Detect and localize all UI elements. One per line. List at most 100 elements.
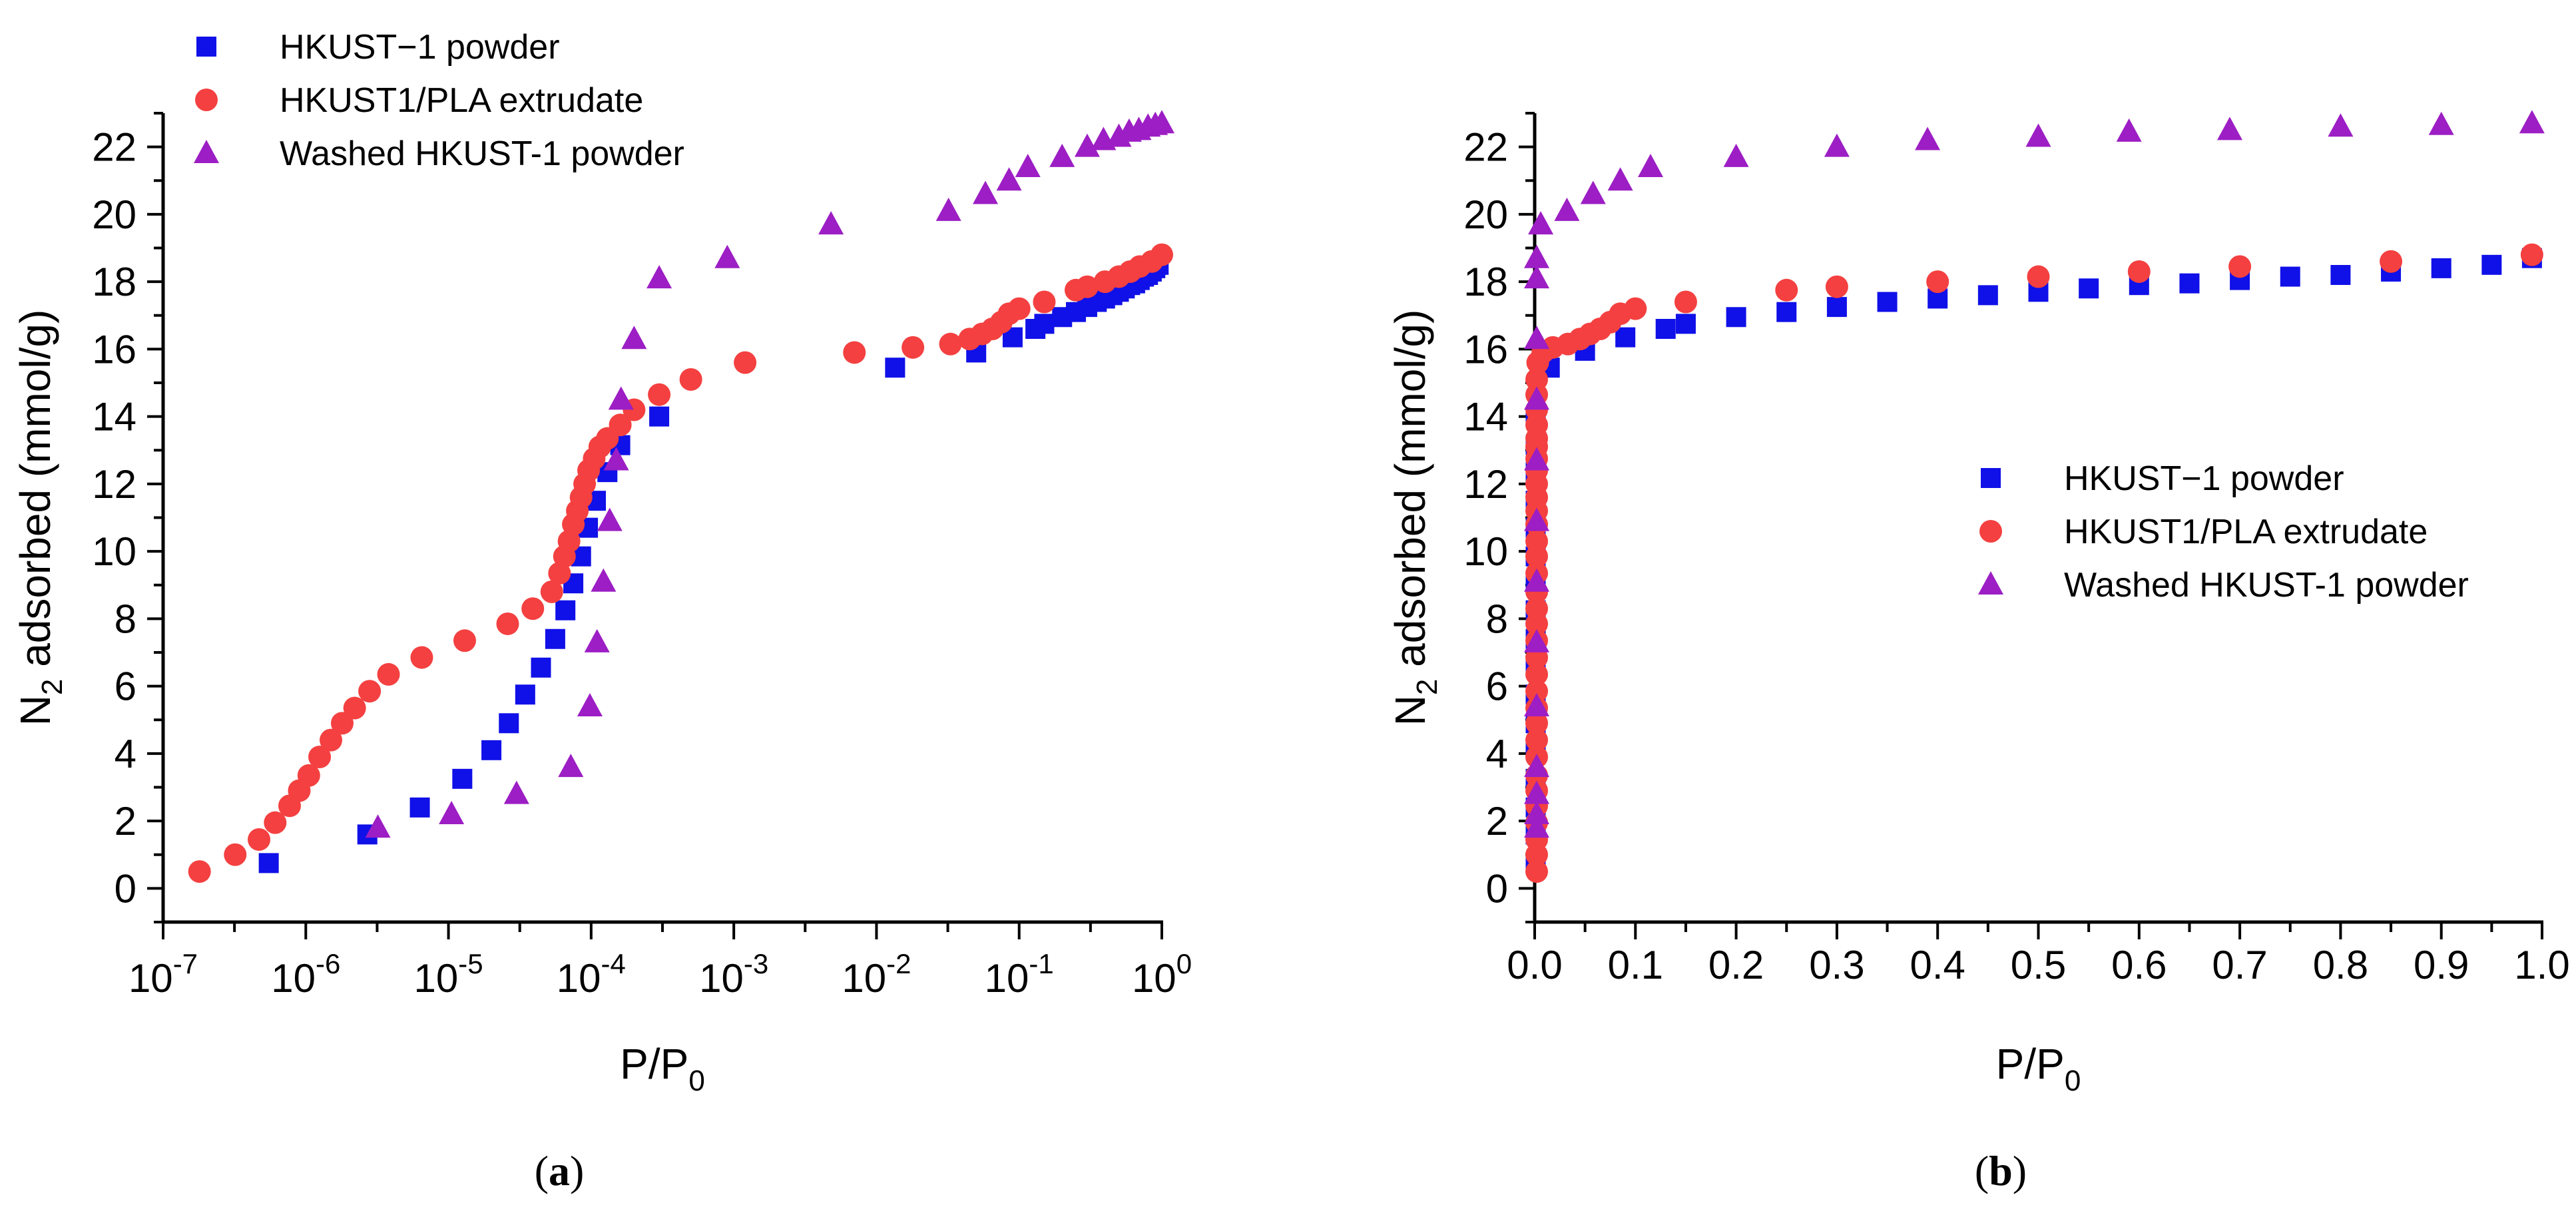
data-point bbox=[1015, 154, 1041, 177]
data-point bbox=[439, 801, 465, 824]
legend-marker bbox=[195, 89, 218, 111]
data-point bbox=[1049, 143, 1075, 167]
data-point bbox=[1525, 728, 1549, 752]
x-tick-label: 1.0 bbox=[2514, 943, 2569, 987]
data-point bbox=[603, 447, 629, 471]
data-point bbox=[1826, 297, 1847, 318]
x-tick-base: 10 bbox=[1132, 956, 1176, 1001]
y-tick-label: 16 bbox=[1463, 327, 1508, 371]
data-point bbox=[1524, 628, 1550, 652]
series-circle bbox=[188, 243, 1173, 883]
data-point bbox=[452, 768, 473, 789]
data-point bbox=[935, 197, 961, 221]
data-point bbox=[188, 860, 211, 883]
data-point bbox=[1977, 285, 1998, 306]
data-point bbox=[1525, 860, 1549, 883]
data-point bbox=[649, 406, 670, 427]
data-point bbox=[1524, 386, 1550, 410]
legend-label: HKUST−1 powder bbox=[2064, 459, 2344, 498]
data-point bbox=[1525, 529, 1549, 553]
data-point bbox=[531, 657, 551, 678]
legend-marker bbox=[194, 140, 219, 163]
data-point bbox=[1877, 292, 1898, 312]
data-point bbox=[515, 684, 535, 705]
y-tick-label: 12 bbox=[1463, 462, 1508, 507]
data-point bbox=[621, 326, 647, 350]
x-tick-label: 0.5 bbox=[2011, 943, 2066, 987]
y-tick-label: 8 bbox=[1486, 597, 1508, 641]
data-point bbox=[1524, 780, 1550, 804]
data-point bbox=[1825, 275, 1848, 298]
x-tick-label: 10-7 bbox=[129, 948, 198, 1001]
data-point bbox=[679, 367, 702, 391]
x-tick-exponent: -7 bbox=[173, 948, 198, 979]
y-tick-label: 4 bbox=[1486, 732, 1508, 776]
y-tick-label: 12 bbox=[92, 462, 136, 507]
legend-marker bbox=[196, 37, 216, 57]
data-point bbox=[584, 628, 610, 652]
data-point bbox=[1525, 662, 1549, 686]
data-point bbox=[481, 740, 502, 760]
x-tick-exponent: -6 bbox=[316, 948, 340, 979]
data-point bbox=[2127, 260, 2151, 283]
caption-open: ( bbox=[1975, 1147, 1989, 1194]
data-point bbox=[1524, 447, 1550, 471]
data-point bbox=[1723, 143, 1749, 167]
legend: HKUST−1 powder HKUST1/PLA extrudate Washed… bbox=[1978, 459, 2469, 605]
x-axis-title-subscript: 0 bbox=[688, 1065, 704, 1097]
data-point bbox=[224, 843, 247, 866]
legend-label: HKUST1/PLA extrudate bbox=[2064, 513, 2428, 551]
data-point bbox=[2431, 258, 2451, 278]
legend-label: Washed HKUST-1 powder bbox=[280, 134, 684, 173]
data-point bbox=[320, 728, 343, 752]
data-point bbox=[2179, 273, 2200, 294]
x-axis-title: P/P0 bbox=[620, 1040, 705, 1097]
y-axis-title-subscript: 2 bbox=[1411, 679, 1443, 695]
data-point bbox=[1524, 801, 1550, 824]
data-point bbox=[521, 597, 545, 620]
y-tick-label: 10 bbox=[1463, 529, 1508, 574]
x-axis-title-main: P/P bbox=[620, 1040, 688, 1088]
legend-marker bbox=[1979, 520, 2002, 543]
data-point bbox=[2330, 265, 2351, 285]
data-point bbox=[540, 580, 563, 603]
data-point bbox=[2328, 113, 2354, 137]
data-point bbox=[973, 180, 999, 204]
data-point bbox=[609, 413, 632, 437]
data-point bbox=[2025, 123, 2051, 147]
x-tick-label: 0.1 bbox=[1608, 943, 1663, 987]
data-point bbox=[1674, 290, 1697, 314]
data-point bbox=[1607, 167, 1633, 191]
x-tick-exponent: -5 bbox=[458, 948, 483, 979]
y-tick-label: 22 bbox=[92, 125, 136, 170]
legend-label: HKUST−1 powder bbox=[280, 28, 560, 67]
legend-marker bbox=[1981, 468, 2001, 488]
data-point bbox=[555, 600, 576, 620]
x-tick-exponent: -4 bbox=[601, 948, 626, 979]
x-tick-exponent: -3 bbox=[744, 948, 768, 979]
data-point bbox=[2228, 255, 2252, 278]
data-point bbox=[308, 745, 332, 768]
x-tick-base: 10 bbox=[271, 956, 316, 1001]
data-point bbox=[453, 629, 476, 652]
data-point bbox=[2280, 266, 2300, 287]
data-point bbox=[1824, 133, 1850, 157]
panel-caption: (a) bbox=[535, 1147, 585, 1194]
data-point bbox=[1524, 326, 1550, 350]
y-axis-title-main: N bbox=[1386, 695, 1434, 726]
caption-letter: a bbox=[549, 1147, 570, 1194]
x-tick-label: 10-5 bbox=[414, 948, 483, 1001]
y-tick-label: 22 bbox=[1463, 125, 1508, 170]
data-point bbox=[1075, 275, 1099, 298]
data-point bbox=[1524, 507, 1550, 531]
x-tick-base: 10 bbox=[985, 956, 1029, 1001]
x-tick-label: 0.6 bbox=[2111, 943, 2167, 987]
x-tick-label: 0.7 bbox=[2212, 943, 2267, 987]
y-tick-label: 2 bbox=[115, 799, 136, 844]
caption-close: ) bbox=[2013, 1147, 2027, 1194]
x-tick-base: 10 bbox=[699, 956, 744, 1001]
x-axis-title: P/P0 bbox=[1996, 1040, 2081, 1097]
series-circle bbox=[1525, 243, 2543, 883]
data-point bbox=[558, 754, 584, 778]
